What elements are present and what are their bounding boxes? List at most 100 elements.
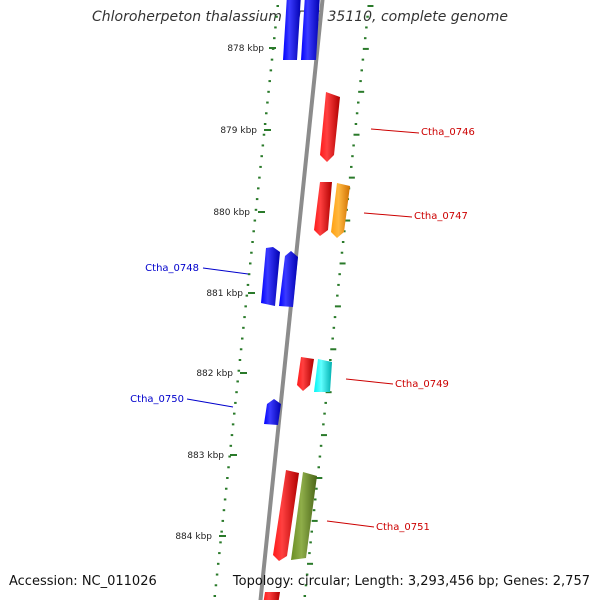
track-tick	[244, 305, 247, 308]
gene-label-ctha-0749[interactable]: Ctha_0749	[395, 379, 449, 390]
track-tick	[234, 401, 237, 404]
gene-label-ctha-0746[interactable]: Ctha_0746	[421, 127, 475, 138]
track-tick	[220, 530, 223, 533]
ruler-label: 878 kbp	[227, 44, 264, 54]
track-tick	[216, 562, 220, 565]
gene-arrow-forward[interactable]	[301, 0, 320, 60]
gene-arrow-reverse[interactable]	[331, 183, 350, 238]
track-tick	[228, 455, 231, 458]
track-tick	[343, 230, 346, 233]
track-tick	[250, 251, 253, 254]
track-tick	[262, 133, 266, 136]
ruler: 878 kbp 879 kbp 880 kbp 881 kbp 882 kbp …	[175, 44, 276, 542]
leader-line	[370, 128, 420, 134]
track-tick	[341, 241, 345, 243]
track-tick	[223, 498, 227, 501]
track-tick	[305, 573, 309, 576]
ruler-label: 884 kbp	[175, 532, 212, 542]
track-tick	[229, 444, 233, 447]
gene-arrow-reverse[interactable]	[297, 357, 314, 391]
gene-arrow-forward[interactable]	[264, 399, 281, 425]
track-tick	[366, 15, 369, 18]
track-tick	[258, 176, 261, 179]
track-tick	[348, 176, 355, 179]
track-tick	[254, 208, 258, 211]
track-tick	[310, 530, 314, 533]
track-tick	[351, 155, 354, 158]
track-tick	[255, 198, 259, 201]
gene-label-leaders	[186, 128, 420, 528]
gene-arrow-reverse[interactable]	[314, 182, 332, 236]
ruler-label: 883 kbp	[187, 451, 224, 461]
track-tick	[358, 90, 365, 93]
track-tick	[235, 391, 238, 394]
track-tick	[267, 90, 270, 93]
track-tick	[226, 477, 229, 479]
track-tick	[266, 101, 269, 104]
track-tick	[317, 466, 320, 469]
leader-line	[186, 398, 234, 408]
ruler-label: 880 kbp	[213, 208, 250, 218]
track-tick	[344, 219, 351, 222]
track-tick	[315, 487, 318, 490]
track-tick	[333, 316, 337, 319]
track-tick	[275, 15, 278, 18]
track-tick	[245, 294, 249, 297]
track-tick	[356, 101, 360, 104]
ruler-label: 881 kbp	[206, 289, 243, 299]
gene-arrow-reverse[interactable]	[263, 592, 280, 600]
gene-label-ctha-0750[interactable]: Ctha_0750	[130, 394, 184, 405]
gene-arrow-forward[interactable]	[261, 247, 280, 306]
ruler-label: 879 kbp	[220, 126, 257, 136]
gene-label-ctha-0748[interactable]: Ctha_0748	[145, 263, 199, 274]
track-tick	[231, 423, 235, 426]
track-tick	[325, 391, 332, 394]
track-tick	[246, 283, 250, 286]
track-tick	[221, 519, 225, 522]
track-tick	[222, 509, 226, 512]
track-tick	[354, 123, 358, 125]
track-tick	[224, 487, 228, 490]
track-tick	[337, 283, 340, 286]
track-tick	[329, 359, 332, 361]
track-tick	[270, 58, 274, 61]
track-tick	[330, 348, 337, 351]
track-tick	[340, 251, 344, 254]
leader-line	[326, 520, 375, 528]
left-tick-track	[213, 5, 279, 597]
gene-arrow-forward[interactable]	[283, 0, 301, 60]
track-tick	[273, 37, 276, 40]
track-tick	[243, 316, 246, 319]
track-tick	[359, 80, 362, 83]
track-tick	[249, 262, 252, 265]
gene-arrow-forward[interactable]	[279, 251, 298, 307]
track-tick	[251, 241, 254, 243]
track-tick	[365, 26, 368, 29]
leader-line	[345, 378, 394, 385]
track-tick	[338, 273, 341, 276]
track-tick	[257, 187, 260, 190]
gene-features	[261, 0, 350, 600]
track-tick	[218, 552, 221, 555]
ruler-label: 882 kbp	[196, 369, 233, 379]
track-tick	[363, 37, 367, 40]
track-tick	[261, 144, 265, 147]
gene-label-ctha-0751[interactable]: Ctha_0751	[376, 522, 430, 533]
track-tick	[324, 401, 327, 404]
track-tick	[361, 58, 365, 61]
track-tick	[362, 47, 369, 50]
gene-arrow-reverse[interactable]	[320, 92, 340, 162]
track-tick	[355, 112, 359, 115]
gene-label-ctha-0747[interactable]: Ctha_0747	[414, 211, 468, 222]
track-tick	[318, 455, 322, 458]
map-title: Chloroherpeton thalassium ATCC 35110, co…	[92, 9, 508, 25]
track-tick	[268, 80, 271, 83]
track-tick	[336, 294, 339, 297]
track-tick	[322, 423, 325, 426]
track-tick	[350, 165, 353, 168]
track-tick	[214, 584, 218, 587]
gene-arrow-reverse[interactable]	[273, 470, 299, 561]
gene-arrow-reverse[interactable]	[291, 472, 317, 560]
gene-arrow-reverse[interactable]	[314, 359, 332, 392]
